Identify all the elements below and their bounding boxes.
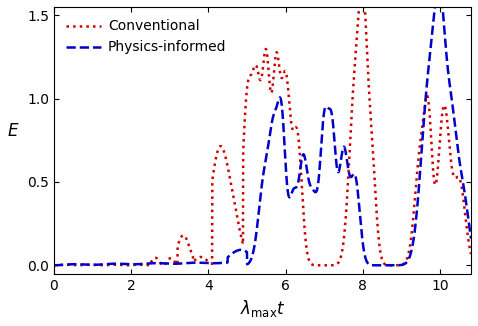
Physics-informed (468, 237, 474, 241)
X-axis label: $\lambda_{\mathrm{max}}t$: $\lambda_{\mathrm{max}}t$ (240, 298, 285, 319)
Physics-informed (380, 263, 385, 267)
Conventional (51, 263, 57, 267)
Physics-informed (456, 156, 462, 159)
Conventional (357, 0, 362, 1)
Physics-informed (243, 249, 249, 253)
Y-axis label: $E$: $E$ (7, 122, 20, 140)
Legend: Conventional, Physics-informed: Conventional, Physics-informed (61, 14, 232, 60)
Physics-informed (254, 228, 260, 232)
Conventional (254, 65, 260, 69)
Physics-informed (51, 263, 57, 267)
Physics-informed (72, 262, 78, 266)
Conventional (456, 175, 462, 179)
Conventional (243, 102, 249, 106)
Physics-informed (456, 157, 462, 161)
Conventional (380, 259, 385, 263)
Physics-informed (433, 0, 439, 1)
Conventional (456, 176, 462, 180)
Line: Conventional: Conventional (54, 0, 471, 265)
Conventional (468, 252, 474, 256)
Line: Physics-informed: Physics-informed (54, 0, 471, 265)
Conventional (72, 263, 78, 267)
